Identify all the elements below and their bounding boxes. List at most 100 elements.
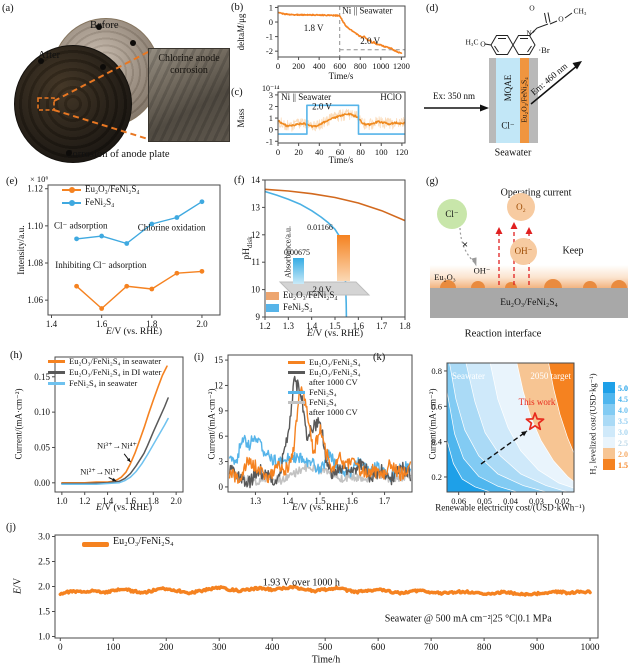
svg-text:1000: 1000 — [372, 61, 389, 71]
legend-marker — [48, 360, 65, 363]
bolt-hole — [130, 40, 136, 46]
svg-text:14: 14 — [251, 175, 261, 185]
svg-text:1.6: 1.6 — [125, 496, 137, 506]
svg-text:10⁻¹⁴: 10⁻¹⁴ — [262, 84, 280, 93]
legend-label: FeNi₂S₄ — [283, 301, 313, 312]
catalyst-film-label: Eu₂O₃/FeNi₂S₄ — [519, 77, 529, 123]
inset-caption: Chlorine anode corrosion — [158, 53, 220, 76]
svg-text:Cl⁻ adsorption: Cl⁻ adsorption — [54, 221, 108, 231]
legend-h: Eu₂O₃/FeNi₂S₄ in seawater Eu₂O₃/FeNi₂S₄ i… — [48, 356, 161, 388]
h-x-axis-label: E/V (vs. RHE) — [95, 503, 153, 513]
svg-text:0: 0 — [276, 147, 280, 157]
svg-text:1.06: 1.06 — [27, 295, 43, 305]
legend-marker — [266, 303, 279, 312]
svg-text:Chlorine oxidation: Chlorine oxidation — [138, 223, 206, 233]
legend-label: Eu₂O₃/FeNi₂S₄ after 1000 CV — [309, 367, 361, 388]
svg-text:13: 13 — [251, 202, 261, 212]
svg-text:2: 2 — [269, 101, 273, 111]
svg-text:0.06: 0.06 — [451, 496, 466, 506]
svg-text:1.2: 1.2 — [79, 496, 90, 506]
svg-text:Inhibiting Cl⁻ adsorption: Inhibiting Cl⁻ adsorption — [55, 260, 147, 270]
svg-text:1.7: 1.7 — [379, 496, 391, 506]
svg-text:0.04: 0.04 — [503, 496, 519, 506]
legend-marker — [288, 371, 305, 374]
svg-text:100: 100 — [375, 147, 388, 157]
svg-text:1.8: 1.8 — [399, 321, 411, 331]
svg-text:1.12: 1.12 — [27, 184, 43, 194]
svg-text:0.05: 0.05 — [34, 442, 50, 452]
svg-text:800: 800 — [354, 61, 367, 71]
legend-marker — [62, 187, 81, 193]
svg-text:1.7: 1.7 — [376, 321, 388, 331]
svg-text:5.0: 5.0 — [618, 384, 628, 393]
panel-tag-a: (a) — [2, 3, 14, 14]
chart-k-cost-contour: 0.06 0.05 0.04 0.03 0.02 0.2 0.4 0.6 0.8 This wor… — [431, 362, 628, 506]
legend-label: Eu₂O₃/FeNi₂S₄ — [309, 357, 361, 367]
svg-text:4.5: 4.5 — [618, 395, 628, 404]
chart-b-mass-change: 0 200 400 600 800 1000 1200 1 0 -1 -2 1.8 V 2.0 V Ni … — [266, 2, 410, 71]
bolt-hole — [96, 24, 102, 30]
chem-o-methoxy: O — [480, 39, 486, 49]
svg-text:300: 300 — [212, 643, 227, 653]
svg-text:0.8: 0.8 — [431, 366, 442, 376]
svg-text:1000: 1000 — [581, 643, 600, 653]
legend-j: Eu₂O₃/FeNi₂S₄ — [82, 536, 174, 548]
excitation-label: Ex: 350 nm — [433, 91, 475, 101]
svg-text:1.6: 1.6 — [353, 321, 365, 331]
svg-text:11: 11 — [251, 257, 260, 267]
svg-text:1.6: 1.6 — [96, 319, 108, 329]
svg-text:1.0: 1.0 — [56, 496, 68, 506]
svg-text:2.0: 2.0 — [196, 319, 208, 329]
f-y-axis-label: pHdisk — [242, 236, 254, 260]
svg-text:-1: -1 — [266, 136, 273, 146]
c-y-axis-label: Mass — [236, 108, 246, 128]
svg-text:-2: -2 — [266, 46, 273, 56]
panel-tag-d: (d) — [426, 3, 439, 14]
svg-text:0.05: 0.05 — [477, 496, 492, 506]
chart-i-cv: 1.3 1.4 1.5 1.6 1.7 0 3 6 9 12 15 — [214, 354, 413, 506]
svg-text:40: 40 — [315, 147, 324, 157]
svg-text:15: 15 — [214, 355, 224, 365]
b-x-axis-label: Time/s — [328, 71, 354, 81]
svg-text:3.5: 3.5 — [618, 417, 628, 426]
legend-marker — [48, 371, 65, 374]
chloride-label: Cl⁻ — [501, 120, 515, 131]
svg-text:1.93 V over 1000 h: 1.93 V over 1000 h — [263, 578, 340, 589]
svg-text:Ni || Seawater: Ni || Seawater — [281, 92, 331, 102]
f-inset-y-axis-label: Absorbance/a.u. — [283, 226, 293, 278]
svg-text:2.0: 2.0 — [171, 496, 183, 506]
svg-text:Ni³⁺→Ni⁴⁺: Ni³⁺→Ni⁴⁺ — [97, 441, 137, 451]
svg-text:0.00675: 0.00675 — [284, 248, 310, 257]
blocked-x-mark: × — [461, 239, 469, 251]
svg-text:1.8: 1.8 — [148, 496, 160, 506]
keep-label: Keep — [562, 245, 584, 257]
svg-text:12: 12 — [251, 230, 260, 240]
legend-label: FeNi₂S₄ — [309, 387, 337, 398]
panel-a-corrosion-photo: Before After Chlorine anode corrosion Co… — [0, 0, 235, 168]
anode-after-photo — [14, 45, 132, 163]
chloride-ion: Cl⁻ — [437, 199, 467, 229]
svg-text:6: 6 — [219, 431, 224, 441]
svg-text:Seawater: Seawater — [452, 371, 485, 381]
svg-text:This work: This work — [519, 397, 556, 407]
svg-text:0.15: 0.15 — [34, 372, 50, 382]
legend-marker — [82, 542, 109, 547]
i-y-axis-label: Current/(mA·cm⁻²) — [206, 388, 217, 460]
e-x-axis-label: E/V (vs. RHE) — [105, 327, 163, 337]
svg-text:12: 12 — [214, 380, 223, 390]
svg-text:0.01166: 0.01166 — [307, 223, 333, 232]
chem-n-plus: N⁺ — [526, 28, 536, 38]
i-x-axis-label: E/V (vs. RHE) — [291, 503, 349, 513]
svg-text:9: 9 — [219, 406, 224, 416]
svg-text:1: 1 — [269, 113, 273, 123]
svg-text:Seawater @ 500 mA cm⁻²|25 °C|0: Seawater @ 500 mA cm⁻²|25 °C|0.1 MPa — [385, 614, 552, 625]
bolt-hole — [66, 150, 72, 156]
zoom-connector-lines — [37, 51, 149, 140]
svg-text:400: 400 — [265, 643, 280, 653]
panel-tag-h: (h) — [10, 350, 23, 361]
label-after: After — [38, 50, 61, 61]
svg-text:2.5: 2.5 — [38, 558, 50, 568]
svg-text:200: 200 — [292, 61, 305, 71]
panel-tag-g: (g) — [426, 176, 439, 187]
